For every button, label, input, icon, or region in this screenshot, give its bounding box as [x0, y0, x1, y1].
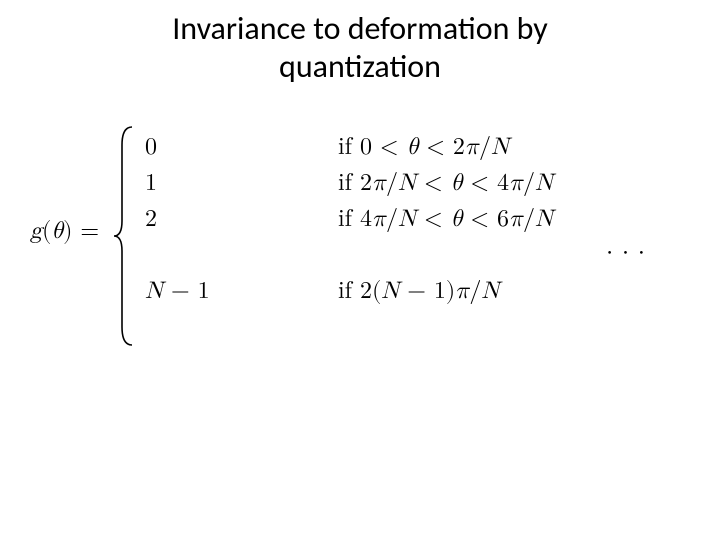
case-value: 0 [145, 129, 330, 165]
case-condition: if 2π/N < θ < 4π/N [338, 165, 553, 201]
ellipsis: · · · [145, 237, 645, 273]
case-condition: if 0 < θ < 2π/N [338, 129, 509, 165]
case-row: N − 1 if 2(N − 1)π/N [145, 273, 645, 309]
title-line-1: Invariance to deformation by [172, 9, 548, 48]
slide-title: Invariance to deformation by quantizatio… [0, 0, 720, 117]
equation-lhs: g(θ) = [30, 217, 99, 246]
cases-block: 0 if 0 < θ < 2π/N 1 if 2π/N < θ < 4π/N 2… [145, 129, 645, 309]
case-row: 2 if 4π/N < θ < 6π/N [145, 201, 645, 237]
left-brace-icon [112, 125, 136, 355]
case-value: N − 1 [145, 273, 330, 309]
case-row: 1 if 2π/N < θ < 4π/N [145, 165, 645, 201]
title-line-2: quantization [279, 47, 441, 86]
case-row: 0 if 0 < θ < 2π/N [145, 129, 645, 165]
case-value: 1 [145, 165, 330, 201]
case-value: 2 [145, 201, 330, 237]
case-condition: if 2(N − 1)π/N [338, 273, 499, 309]
case-condition: if 4π/N < θ < 6π/N [338, 201, 553, 237]
